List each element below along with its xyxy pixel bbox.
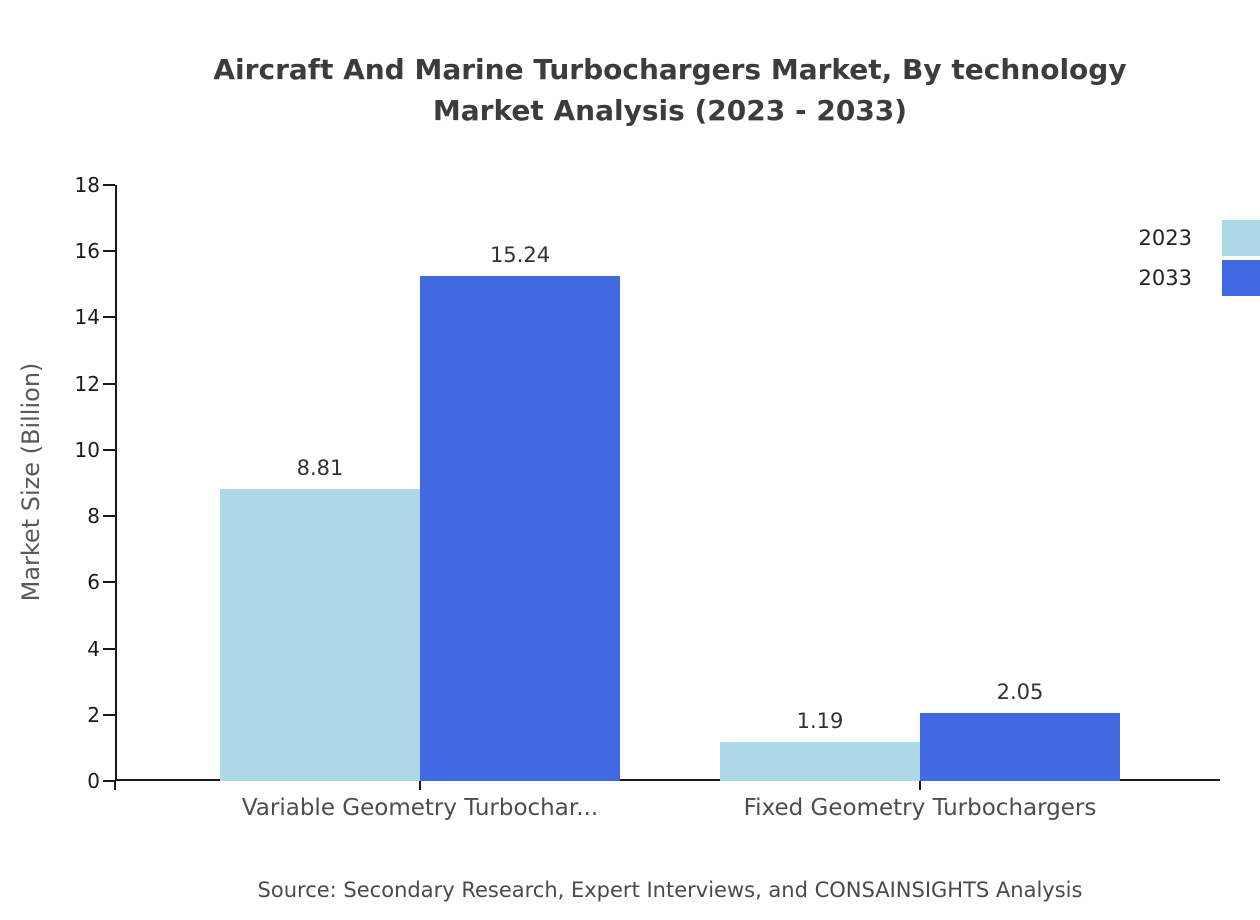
plot-area [115,185,1220,781]
bar [920,713,1120,781]
x-axis-tick-mark [919,781,921,790]
bar [220,489,420,781]
y-axis-tick-mark [103,382,115,385]
legend-swatch [1222,220,1260,256]
y-axis-tick-mark [103,780,115,782]
y-axis-tick-mark [103,184,115,186]
source-note: Source: Secondary Research, Expert Inter… [257,878,1083,902]
chart-title-line1: Aircraft And Marine Turbochargers Market… [213,53,1127,86]
y-axis-tick-mark [103,713,115,716]
y-axis-tick-mark [103,647,115,650]
bar [420,276,620,781]
chart-title: Aircraft And Marine Turbochargers Market… [80,50,1260,131]
bar-value-label: 2.05 [996,680,1044,705]
legend-item: 2033 [1120,260,1260,296]
y-axis-tick-label: 12 [74,371,100,396]
y-axis-title: Market Size (Billion) [17,362,45,602]
y-axis-tick-mark [103,581,115,584]
x-axis-category-label: Variable Geometry Turbochar... [241,795,599,821]
y-axis-tick-mark [103,316,115,319]
x-axis-tick-mark [419,781,421,790]
y-axis-tick-label: 14 [74,305,100,330]
y-axis-tick-label: 4 [87,636,100,661]
y-axis-tick-mark [103,515,115,518]
legend-swatch [1222,260,1260,296]
y-axis-tick-label: 18 [74,173,100,197]
chart-title-line2: Market Analysis (2023 - 2033) [432,93,908,127]
bar-value-label: 8.81 [296,456,344,481]
x-axis-tick-mark [114,781,116,790]
bar-value-label: 15.24 [489,243,551,268]
x-axis-category-label: Fixed Geometry Turbochargers [743,795,1097,821]
legend-label: 2023 [1138,226,1192,250]
y-axis-tick-label: 6 [87,570,100,595]
y-axis-tick-label: 0 [87,769,100,793]
bar [720,741,920,781]
bar-value-label: 1.19 [796,708,844,733]
y-axis-tick-label: 10 [74,437,100,462]
y-axis-tick-label: 2 [87,702,100,727]
legend-item: 2023 [1120,220,1260,256]
y-axis-tick-label: 8 [87,504,100,529]
y-axis-tick-label: 16 [74,239,100,264]
legend-label: 2033 [1138,266,1192,290]
y-axis-tick-mark [103,448,115,451]
y-axis-tick-mark [103,250,115,253]
